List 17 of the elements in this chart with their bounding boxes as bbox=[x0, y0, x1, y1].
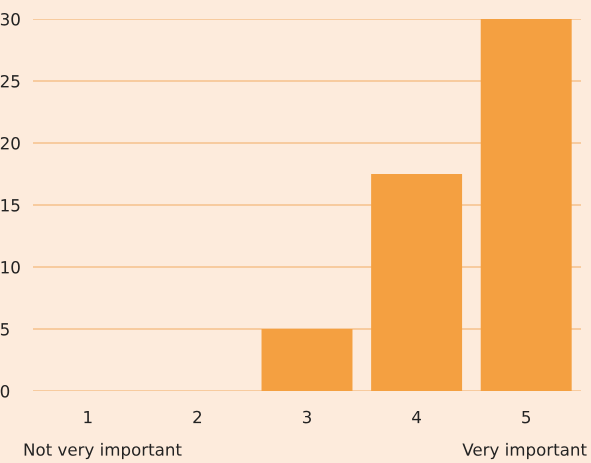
x-tick-label: 3 bbox=[302, 410, 311, 424]
y-tick-label: 20 bbox=[0, 136, 20, 150]
text: Very important bbox=[462, 442, 587, 460]
text: Not very important bbox=[24, 442, 182, 460]
y-tick-label: 15 bbox=[1, 199, 20, 212]
y-tick-label: 0 bbox=[0, 384, 10, 398]
x-tick-label: 4 bbox=[412, 410, 421, 424]
bar bbox=[371, 174, 462, 391]
x-tick-label: 5 bbox=[522, 410, 530, 424]
x-tick-label: 2 bbox=[193, 410, 202, 424]
y-tick-label: 30 bbox=[0, 12, 20, 26]
bar bbox=[262, 329, 352, 391]
y-tick-label: 25 bbox=[0, 74, 20, 88]
x-tick-label: 1 bbox=[84, 410, 92, 424]
bar bbox=[480, 19, 572, 391]
y-tick-label: 5 bbox=[0, 323, 9, 336]
y-tick-label: 10 bbox=[1, 260, 20, 274]
